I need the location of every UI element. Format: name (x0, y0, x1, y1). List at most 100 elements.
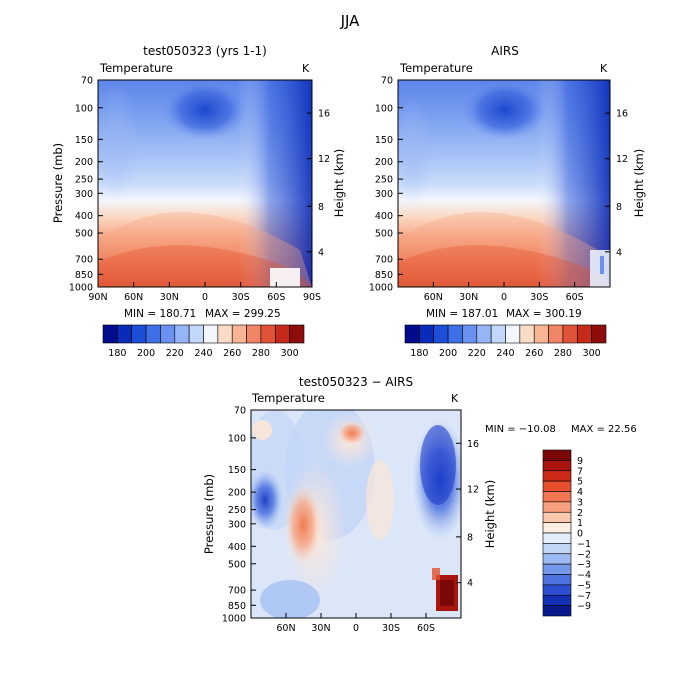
y-tick-label: 70 (234, 406, 246, 417)
colorbar-swatch (231, 324, 247, 344)
colorbar-label: 200 (137, 348, 155, 359)
height-tick-label: 4 (616, 247, 622, 258)
height-axis-ticks: 16 12 8 4 (605, 109, 628, 258)
colorbar-swatch (542, 543, 572, 555)
colorbar-label: −4 (577, 570, 591, 581)
max-readout: MAX = 22.56 (571, 424, 637, 435)
colorbar-swatch (203, 324, 219, 344)
colorbar-swatch (102, 324, 118, 344)
colorbar-label: 280 (554, 348, 572, 359)
colorbar-label: 5 (577, 477, 583, 488)
y-axis-ticks: 70 100 150 200 250 300 400 500 700 850 1000 (369, 76, 403, 294)
y-tick-label: 100 (75, 103, 93, 114)
colorbar-swatch (476, 324, 492, 344)
colorbar-swatch (542, 584, 572, 596)
y-tick-label: 400 (375, 211, 393, 222)
colorbar-swatch (576, 324, 592, 344)
y-tick-label: 300 (75, 189, 93, 200)
colorbar-swatch (533, 324, 549, 344)
min-readout: MIN = 187.01 (426, 308, 498, 320)
colorbar-label: 3 (577, 497, 583, 508)
colorbar-label: −2 (577, 549, 591, 560)
colorbar-swatch (542, 563, 572, 575)
x-tick-label: 60S (417, 623, 435, 634)
colorbar-swatch (542, 470, 572, 482)
x-tick-label: 60S (267, 292, 285, 303)
y-axis-ticks: 70 100 150 200 250 300 400 500 700 850 1000 (222, 406, 256, 625)
x-tick-label: 0 (501, 292, 507, 303)
y-tick-label: 1000 (69, 283, 93, 294)
height-tick-label: 8 (616, 202, 622, 213)
y-tick-label: 150 (375, 135, 393, 146)
colorbar-swatch (260, 324, 276, 344)
y-tick-label: 150 (75, 135, 93, 146)
units-label: K (302, 62, 310, 75)
y-tick-label: 250 (75, 175, 93, 186)
y-tick-label: 500 (228, 559, 246, 570)
colorbar-label: 9 (577, 456, 583, 467)
colorbar-label: 260 (223, 348, 241, 359)
colorbar-swatch (174, 324, 190, 344)
x-tick-label: 60N (424, 292, 443, 303)
colorbar-label: 240 (496, 348, 514, 359)
y-tick-label: 100 (375, 103, 393, 114)
colorbar-swatch (160, 324, 176, 344)
y-tick-label: 100 (228, 433, 246, 444)
x-tick-label: 60S (566, 292, 584, 303)
y-tick-label: 300 (375, 189, 393, 200)
panel-title: test050323 (yrs 1-1) (143, 44, 267, 58)
y-tick-label: 850 (375, 270, 393, 281)
colorbar-label: −5 (577, 580, 591, 591)
height-axis-ticks: 16 12 8 4 (456, 439, 479, 589)
y-tick-label: 400 (75, 211, 93, 222)
contour-field (251, 410, 461, 618)
colorbar-swatch (188, 324, 204, 344)
y-tick-label: 250 (228, 505, 246, 516)
colorbar-label: 180 (410, 348, 428, 359)
x-tick-label: 30N (459, 292, 478, 303)
height-axis-ticks: 16 12 8 4 (307, 109, 330, 258)
y-tick-label: 250 (375, 175, 393, 186)
colorbar-swatch (542, 594, 572, 606)
colorbar-swatch (591, 324, 607, 344)
y-tick-label: 150 (228, 465, 246, 476)
x-tick-label: 90S (303, 292, 321, 303)
colorbar-swatch (462, 324, 478, 344)
max-readout: MAX = 300.19 (506, 308, 582, 320)
colorbar-label: 4 (577, 487, 583, 498)
colorbar-swatch (404, 324, 420, 344)
colorbar-swatch (542, 522, 572, 534)
y-tick-label: 300 (228, 519, 246, 530)
colorbar-swatch (542, 553, 572, 565)
colorbar-swatch (447, 324, 463, 344)
y-tick-label: 850 (75, 270, 93, 281)
panel-airs: AIRS Temperature K 70 100 150 200 250 300 400 5… (369, 44, 646, 359)
x-tick-label: 0 (353, 623, 359, 634)
height-axis-label: Height (km) (483, 480, 497, 549)
colorbar-label: 2 (577, 508, 583, 519)
colorbar-label: 280 (252, 348, 270, 359)
x-tick-label: 30N (160, 292, 179, 303)
x-tick-label: 30S (382, 623, 400, 634)
y-tick-label: 200 (228, 488, 246, 499)
y-tick-label: 700 (75, 255, 93, 266)
colorbar-label: −9 (577, 601, 591, 612)
colorbar-swatch (145, 324, 161, 344)
colorbar-label: 0 (577, 529, 583, 540)
colorbar-swatch (490, 324, 506, 344)
colorbar-swatch (548, 324, 564, 344)
x-axis-ticks: 60N 30N 0 30S 60S (276, 613, 435, 634)
height-tick-label: 16 (467, 439, 479, 450)
y-axis-ticks: 70 100 150 200 250 300 400 500 700 850 1000 (69, 76, 103, 294)
y-tick-label: 200 (375, 157, 393, 168)
height-tick-label: 12 (318, 154, 330, 165)
y-axis-label: Pressure (mb) (51, 143, 65, 223)
x-tick-label: 90N (88, 292, 107, 303)
colorbar-swatch (542, 501, 572, 513)
panel-subtitle: Temperature (99, 61, 173, 75)
colorbar-swatch (542, 605, 572, 617)
units-label: K (600, 62, 608, 75)
x-tick-label: 30S (232, 292, 250, 303)
colorbar-swatch (542, 511, 572, 523)
